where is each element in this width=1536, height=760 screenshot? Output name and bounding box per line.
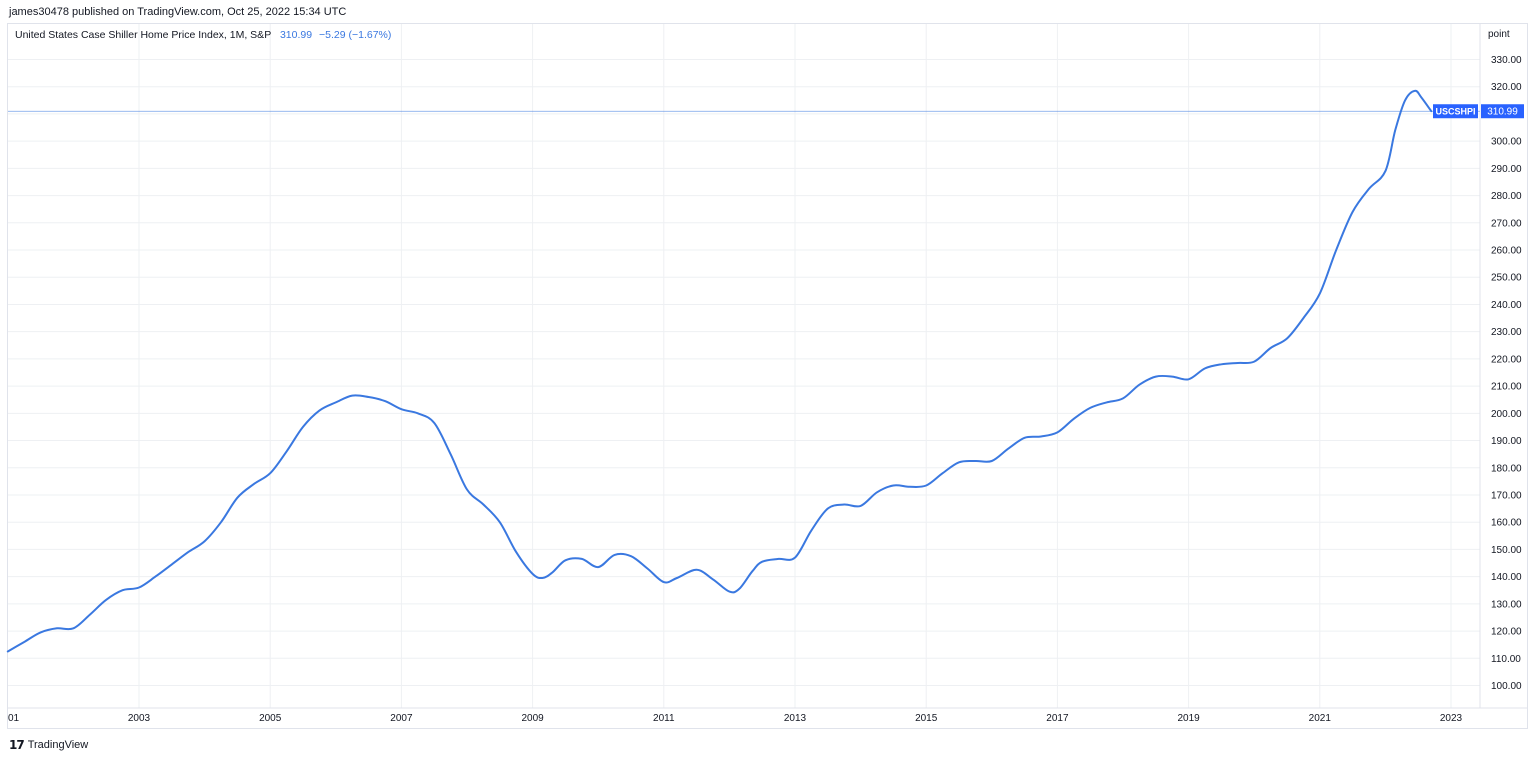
y-tick-label: 210.00 xyxy=(1491,382,1522,393)
x-tick-label: 2003 xyxy=(128,713,151,724)
y-tick-label: 150.00 xyxy=(1491,545,1522,556)
tradingview-logo-icon: 𝟭𝟳 xyxy=(9,738,25,752)
y-tick-label: 260.00 xyxy=(1491,246,1522,257)
legend-title: United States Case Shiller Home Price In… xyxy=(15,29,272,41)
y-tick-label: 160.00 xyxy=(1491,518,1522,529)
y-tick-label: 110.00 xyxy=(1491,654,1521,665)
y-tick-label: 140.00 xyxy=(1491,572,1522,583)
legend-change: −5.29 (−1.67%) xyxy=(318,29,392,41)
y-tick-label: 190.00 xyxy=(1491,436,1522,447)
y-tick-label: 300.00 xyxy=(1491,137,1522,148)
last-value-label: 310.99 xyxy=(1487,107,1518,118)
y-tick-label: 130.00 xyxy=(1491,599,1522,610)
last-value-label-bg xyxy=(1481,104,1524,119)
tradingview-footer[interactable]: 𝟭𝟳 TradingView xyxy=(9,738,88,752)
y-tick-label: 180.00 xyxy=(1491,463,1522,474)
x-tick-label: 2019 xyxy=(1177,713,1200,724)
y-axis-unit: point xyxy=(1488,29,1510,40)
chart-frame xyxy=(7,23,1528,729)
x-tick-label: 2005 xyxy=(259,713,282,724)
x-tick-label: 2013 xyxy=(784,713,807,724)
series-line-uscshpi xyxy=(6,89,1433,653)
legend-value: 310.99 xyxy=(279,29,313,41)
x-tick-label: 01 xyxy=(8,713,20,724)
x-tick-label: 2015 xyxy=(915,713,938,724)
x-tick-label: 2007 xyxy=(390,713,413,724)
y-tick-label: 270.00 xyxy=(1491,218,1522,229)
y-tick-label: 220.00 xyxy=(1491,354,1522,365)
symbol-label: USCSHPI xyxy=(1435,107,1475,117)
y-tick-label: 100.00 xyxy=(1491,681,1522,692)
y-tick-label: 250.00 xyxy=(1491,273,1522,284)
series-legend[interactable]: United States Case Shiller Home Price In… xyxy=(15,29,391,41)
symbol-label-bg xyxy=(1433,104,1478,119)
tradingview-brand: TradingView xyxy=(27,739,89,751)
y-tick-label: 230.00 xyxy=(1491,327,1522,338)
y-tick-label: 330.00 xyxy=(1491,55,1522,66)
y-tick-label: 290.00 xyxy=(1491,164,1522,175)
x-tick-label: 2021 xyxy=(1309,713,1332,724)
x-tick-label: 2023 xyxy=(1440,713,1463,724)
y-tick-label: 320.00 xyxy=(1491,82,1522,93)
x-tick-label: 2017 xyxy=(1046,713,1069,724)
x-tick-label: 2009 xyxy=(521,713,544,724)
y-tick-label: 240.00 xyxy=(1491,300,1522,311)
x-tick-label: 2011 xyxy=(653,713,675,724)
y-tick-label: 280.00 xyxy=(1491,191,1522,202)
publisher-info: james30478 published on TradingView.com,… xyxy=(9,6,347,18)
y-tick-label: 200.00 xyxy=(1491,409,1522,420)
y-tick-label: 170.00 xyxy=(1491,490,1522,501)
y-tick-label: 120.00 xyxy=(1491,627,1522,638)
